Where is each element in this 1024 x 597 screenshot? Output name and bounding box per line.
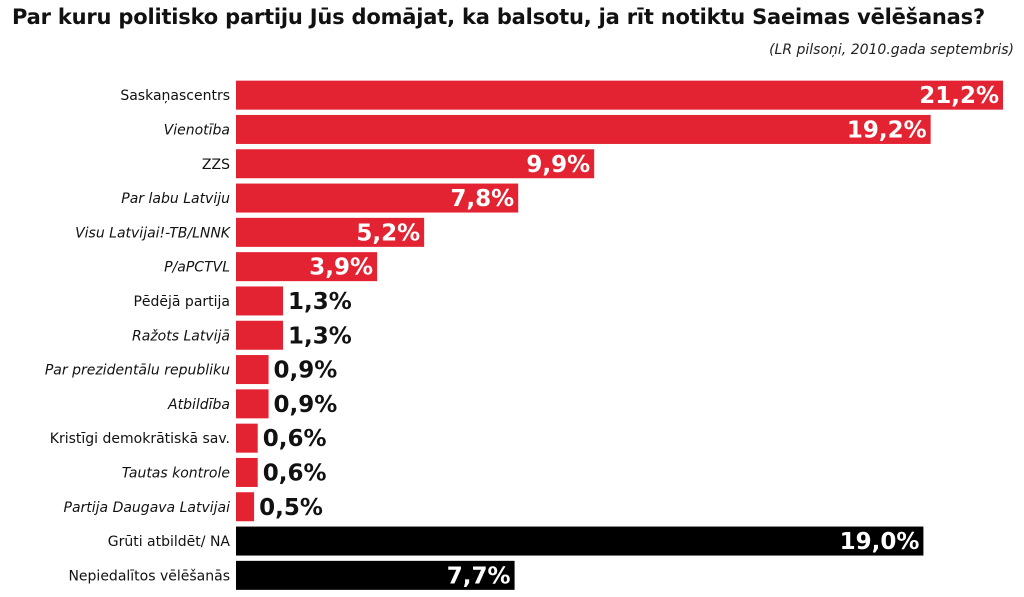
chart-title: Par kuru politisko partiju Jūs domājat, …: [12, 5, 985, 29]
bar-nepiedalitos-velesanas: [236, 560, 515, 590]
bar-pedeja-partija: [236, 286, 284, 316]
category-label-kristigi-demokratiska-sav: Kristīgi demokrātiskā sav.: [50, 431, 230, 447]
category-label-partija-daugava-latvijai: Partija Daugava Latvijai: [64, 500, 231, 516]
value-label-nepiedalitos-velesanas: 7,7%: [447, 563, 511, 589]
bar-atbildiba: [236, 389, 269, 419]
bar-razots-latvija: [236, 320, 284, 350]
category-label-gruti-atbildet-na: Grūti atbildēt/ NA: [108, 534, 231, 550]
value-label-p-apctvl: 3,9%: [309, 255, 373, 281]
category-label-razots-latvija: Ražots Latvijā: [132, 328, 230, 344]
bar-saskanascentrs: [236, 80, 1003, 110]
bar-visu-latvijai-tb-lnnk: [236, 217, 425, 247]
category-label-saskanascentrs: Saskaņascentrs: [120, 88, 230, 104]
category-label-tautas-kontrole: Tautas kontrole: [122, 465, 230, 481]
chart-subtitle: (LR pilsoņi, 2010.gada septembris): [769, 42, 1014, 58]
category-label-atbildiba: Atbildība: [167, 397, 230, 413]
value-label-atbildiba: 0,9%: [274, 392, 338, 418]
bar-par-prezidentalu-republiku: [236, 355, 269, 385]
bar-kristigi-demokratiska-sav: [236, 423, 258, 453]
category-label-p-apctvl: P/aPCTVL: [164, 260, 230, 276]
bar-par-labu-latviju: [236, 183, 519, 213]
value-label-pedeja-partija: 1,3%: [288, 289, 352, 315]
value-label-saskanascentrs: 21,2%: [919, 83, 999, 109]
category-label-vienotiba: Vienotība: [164, 122, 230, 138]
bar-tautas-kontrole: [236, 457, 258, 487]
category-label-nepiedalitos-velesanas: Nepiedalītos vēlēšanās: [68, 568, 230, 584]
bar-zzs: [236, 149, 595, 179]
value-label-kristigi-demokratiska-sav: 0,6%: [263, 426, 327, 452]
value-label-vienotiba: 19,2%: [847, 117, 927, 143]
value-label-par-prezidentalu-republiku: 0,9%: [274, 358, 338, 384]
category-label-visu-latvijai-tb-lnnk: Visu Latvijai!-TB/LNNK: [75, 225, 232, 241]
value-label-zzs: 9,9%: [526, 152, 590, 178]
category-label-par-labu-latviju: Par labu Latviju: [121, 191, 230, 207]
category-label-par-prezidentalu-republiku: Par prezidentālu republiku: [45, 363, 230, 379]
value-label-tautas-kontrole: 0,6%: [263, 460, 327, 486]
value-label-partija-daugava-latvijai: 0,5%: [259, 495, 323, 521]
bar-gruti-atbildet-na: [236, 526, 924, 556]
value-label-par-labu-latviju: 7,8%: [450, 186, 514, 212]
bar-vienotiba: [236, 114, 931, 144]
value-label-visu-latvijai-tb-lnnk: 5,2%: [356, 220, 420, 246]
bar-p-apctvl: [236, 252, 378, 282]
category-label-pedeja-partija: Pēdējā partija: [133, 294, 230, 310]
value-label-gruti-atbildet-na: 19,0%: [840, 529, 920, 555]
category-label-zzs: ZZS: [202, 157, 230, 173]
bar-partija-daugava-latvijai: [236, 492, 255, 522]
value-label-razots-latvija: 1,3%: [288, 323, 352, 349]
